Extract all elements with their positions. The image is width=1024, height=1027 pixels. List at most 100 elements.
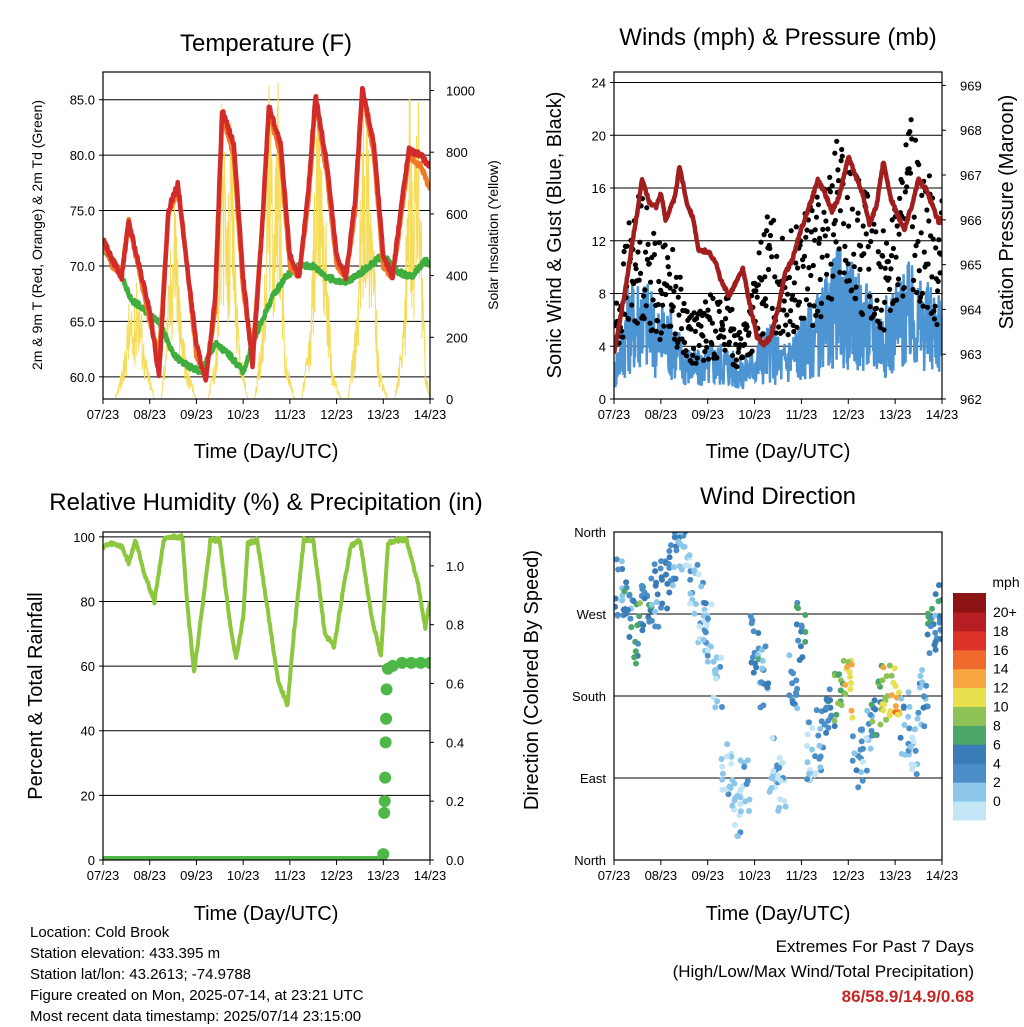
winds-series-gust-point <box>644 205 650 211</box>
temperature-y2tick-label: 400 <box>446 269 468 284</box>
temperature-ytick-label: 80.0 <box>70 148 95 163</box>
wind_direction-point <box>692 601 699 607</box>
winds-series-gust-point <box>794 324 800 330</box>
winds-series-gust-point <box>670 304 676 310</box>
winds-y2tick-label: 962 <box>960 392 982 407</box>
wind_direction-point <box>898 750 905 757</box>
humidity-y2tick-label: 0.8 <box>446 618 464 633</box>
temperature-ytick-label: 70.0 <box>70 259 95 274</box>
winds-series-gust-point <box>753 288 759 294</box>
humidity-series-precip-point <box>380 683 393 696</box>
wind_direction-point <box>728 753 735 760</box>
winds-series-gust-point <box>662 242 668 248</box>
wind_direction-point <box>848 680 854 686</box>
winds-series-gust-point <box>654 318 661 324</box>
winds-series-gust-point <box>795 265 801 271</box>
winds-series-gust-point <box>904 184 910 190</box>
winds-series-gust-point <box>717 299 723 305</box>
station-info: Location: Cold Brook Station elevation: … <box>30 922 364 1027</box>
wind_direction-point <box>755 630 762 636</box>
winds-series-gust-point <box>645 241 651 247</box>
wind_direction-point <box>748 659 755 666</box>
winds-series-gust-point <box>825 226 831 232</box>
winds-series-gust-point <box>909 224 916 230</box>
wind_direction-point <box>728 760 735 767</box>
winds-series-gust-point <box>804 227 810 233</box>
winds-series-gust-point <box>880 253 886 259</box>
wind_direction-point <box>799 654 806 661</box>
wind_direction-point <box>687 600 694 607</box>
winds-series-gust-point <box>878 307 885 313</box>
winds-series-gust-point <box>653 328 659 334</box>
winds-series-gust-point <box>761 232 767 238</box>
wind_direction-point <box>848 661 855 668</box>
wind_direction-colorbar-label: 2 <box>993 774 1001 790</box>
winds-series-gust-point <box>749 348 755 354</box>
winds-series-gust-point <box>625 316 632 322</box>
winds-series-gust-point <box>620 261 627 267</box>
wind_direction-point <box>863 767 870 774</box>
wind_direction-point <box>718 654 725 661</box>
wind_direction-point <box>725 791 732 798</box>
winds-series-gust-point <box>901 285 907 291</box>
wind_direction-point <box>927 623 934 630</box>
temperature-y2label: Solar Insolation (Yellow) <box>485 160 501 310</box>
wind_direction-xtick-label: 11/23 <box>786 868 818 883</box>
winds-series-gust-point <box>660 302 666 308</box>
winds-series-gust-point <box>873 229 879 235</box>
winds-series-gust-point <box>867 304 873 310</box>
wind_direction-point <box>906 725 913 732</box>
wind_direction-colorbar-swatch <box>953 593 986 613</box>
temperature-xtick-label: 14/23 <box>414 407 447 422</box>
wind_direction-colorbar-label: 10 <box>993 699 1009 715</box>
wind_direction-point <box>718 756 725 762</box>
wind_direction-point <box>795 637 802 644</box>
winds-series-gust-point <box>769 305 775 311</box>
winds-series-gust-point <box>903 142 909 148</box>
wind_direction-point <box>704 615 711 622</box>
wind_direction-point <box>652 582 659 589</box>
winds-series-gust-point <box>754 294 760 300</box>
wind_direction-point <box>915 709 922 716</box>
wind_direction-ylabel: Direction (Colored By Speed) <box>521 550 543 810</box>
humidity-plot <box>99 531 434 865</box>
winds-series-gust-point <box>846 278 852 284</box>
wind_direction-point <box>809 725 816 731</box>
extremes-values: 86/58.9/14.9/0.68 <box>841 987 974 1006</box>
humidity-series-precip-point <box>395 656 408 669</box>
wind_direction-point <box>636 613 643 620</box>
wind_direction-point <box>710 658 717 665</box>
wind_direction-point <box>614 595 619 602</box>
winds-series-gust-point <box>624 243 630 249</box>
winds-series-gust-point <box>709 320 716 326</box>
winds-series-gust-point <box>896 231 902 237</box>
winds-series-gust-point <box>832 150 838 156</box>
winds-series-gust-point <box>767 245 773 252</box>
winds-series-gust-point <box>935 288 941 294</box>
wind_direction-point <box>847 686 854 693</box>
wind_direction-ytick-label: West <box>577 607 607 622</box>
humidity-series-precip-point <box>386 659 399 672</box>
winds-series-gust-point <box>877 324 883 331</box>
winds-series-gust-point <box>881 327 887 333</box>
winds-series-gust-point <box>837 208 844 214</box>
winds-series-gust-point <box>781 307 787 313</box>
humidity-ytick-label: 0 <box>88 853 95 868</box>
winds-series-gust-point <box>830 232 837 238</box>
winds-series-gust-point <box>912 252 918 258</box>
wind_direction-point <box>789 699 796 706</box>
winds-series-gust-point <box>694 315 700 321</box>
winds-series-gust-point <box>721 341 728 347</box>
winds-series-gust-point <box>667 285 673 291</box>
wind_direction-point <box>759 665 766 672</box>
wind_direction-colorbar-label: 6 <box>993 736 1001 752</box>
winds-series-gust-point <box>824 271 830 277</box>
winds-series-gust-point <box>733 357 740 363</box>
wind_direction-point <box>759 657 766 664</box>
winds-series-gust-point <box>893 254 899 260</box>
winds-series-gust-point <box>894 297 900 303</box>
winds-series-gust-point <box>683 348 689 354</box>
wind_direction-point <box>932 646 939 653</box>
winds-series-gust-point <box>827 189 834 195</box>
wind_direction-point <box>840 657 847 664</box>
